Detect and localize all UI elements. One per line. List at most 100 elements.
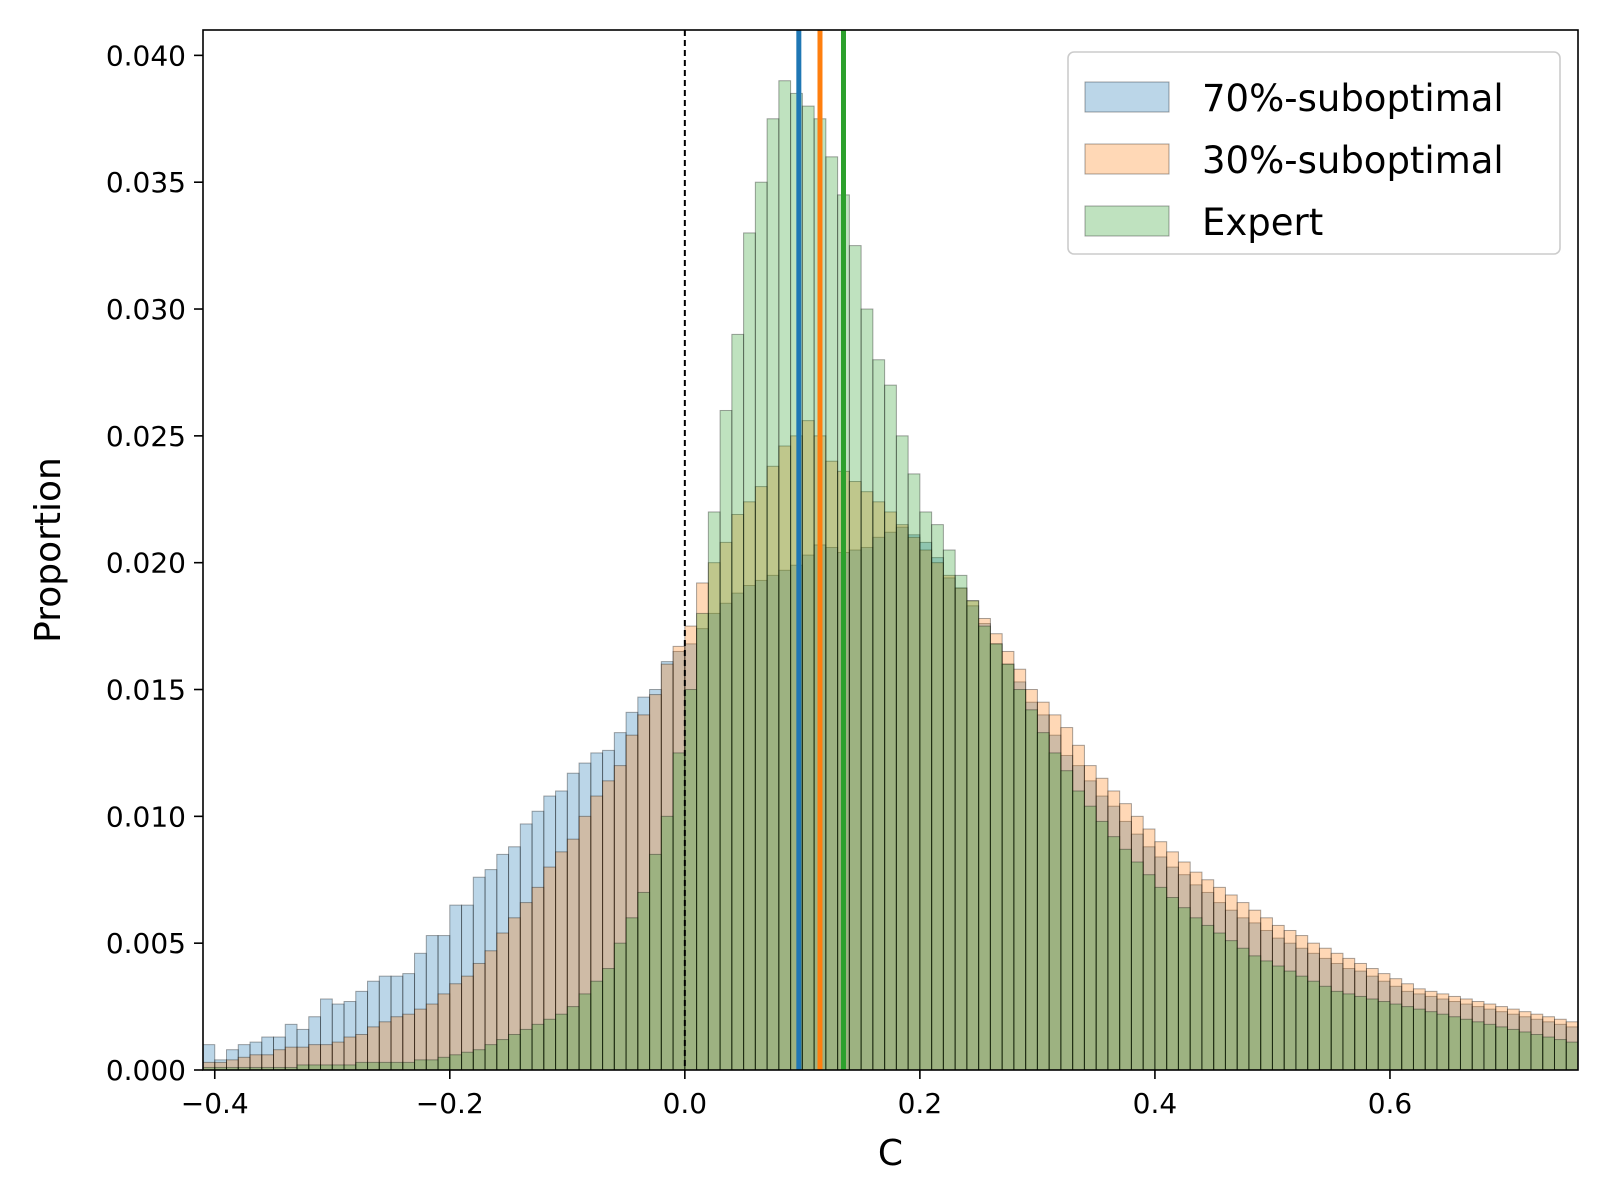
histogram-bar [649,853,662,1071]
histogram-bar [273,1049,286,1071]
histogram-bar [1048,752,1062,1071]
histogram-bar [1248,955,1262,1071]
histogram-bar [754,181,768,1071]
histogram-bar [1060,770,1074,1071]
histogram-bar [1354,995,1367,1071]
histogram-bar [390,1061,404,1071]
histogram-bar [848,245,862,1071]
histogram-bar [531,1023,545,1071]
histogram-bar [1025,709,1038,1071]
histogram-bar [1130,861,1144,1071]
histogram-bar [660,815,674,1071]
histogram-bar [484,1044,498,1071]
histogram-bar [743,232,756,1071]
histogram-bar [696,612,709,1071]
histogram-bar [778,80,792,1071]
histogram-bar [1271,965,1285,1071]
series-2-bars [202,420,1579,1071]
histogram-bar [472,1049,486,1071]
x-axis-label: C [878,1133,903,1174]
histogram-bar [414,1059,427,1071]
histogram-bar [895,435,909,1071]
y-tick-label: 0.005 [106,927,186,960]
histogram-bar [637,891,651,1071]
histogram-bar [989,643,1003,1071]
legend-swatch [1084,143,1170,175]
histogram-bar [1260,960,1273,1071]
histogram-bar [1224,940,1238,1071]
histogram-bar [1072,790,1085,1071]
histogram-bar [519,1028,533,1071]
mean-lines [796,30,846,1070]
y-tick-label: 0.040 [106,39,186,72]
histogram-bar [378,1061,392,1071]
histogram-bar [355,1061,369,1071]
histogram-bar [1459,1018,1473,1071]
histogram-bar [825,156,839,1071]
histogram-bar [731,333,745,1071]
histogram-bar [1471,1021,1485,1071]
histogram-bar [1154,886,1168,1071]
legend-swatch [1084,205,1170,237]
histogram-bar [1436,1013,1450,1071]
histogram-bar [1307,980,1320,1071]
histogram-bar [402,1061,416,1071]
histogram-bar [1236,947,1250,1071]
histogram-bar [719,409,733,1071]
x-tick-label: 0.6 [1368,1087,1413,1120]
histogram-bar [942,549,956,1071]
y-tick-label: 0.035 [106,166,186,199]
x-tick-label: 0.0 [663,1087,708,1120]
x-tick-label: −0.2 [416,1087,484,1120]
histogram-bar [555,1013,568,1071]
y-axis-label: Proportion [28,457,69,643]
histogram-bar [1283,970,1297,1071]
legend-swatch [1084,81,1170,113]
histogram-bar [1495,1026,1508,1071]
histogram-bar [1530,1033,1544,1071]
histogram-bar [1424,1011,1438,1071]
histogram-bar [707,511,721,1071]
histogram-bar [978,625,991,1071]
x-tick-label: 0.2 [898,1087,943,1120]
histogram-bar [1412,1008,1426,1071]
legend-entry-label: 70%-suboptimal [1202,77,1504,120]
histogram-bar [1013,689,1027,1071]
x-tick-label: −0.4 [181,1087,249,1120]
histogram-bar [437,1056,451,1071]
histogram-bar [1565,1041,1579,1071]
histogram-bar [1542,1036,1555,1071]
histogram-bar [1213,932,1226,1071]
histogram-bar [1177,907,1191,1071]
histogram-bar [801,105,815,1071]
histogram-bar [367,1061,380,1071]
histogram-bar [872,359,886,1071]
histogram-bar [578,993,592,1071]
histogram-bar [590,980,604,1071]
y-tick-label: 0.020 [106,547,186,580]
y-tick-label: 0.000 [106,1054,186,1087]
histogram-bar [1318,985,1332,1071]
histogram-bar [954,574,968,1071]
histogram-bar [1330,990,1344,1071]
histogram-bar [461,1051,474,1071]
histogram-bar [907,473,921,1071]
histogram-bar [284,1046,298,1071]
histogram-bar [496,1039,510,1071]
histogram-bar [1553,1039,1567,1071]
histogram-bar [1365,998,1379,1071]
histogram-bar [884,384,897,1071]
plot-frame [202,29,1579,1071]
histogram-bar [602,968,615,1071]
legend-entry-label: 30%-suboptimal [1202,139,1504,182]
histogram-bar [1506,1028,1520,1071]
histogram-bar [1295,975,1309,1071]
histogram-bar [1201,924,1215,1071]
histogram-bar [1107,836,1121,1071]
y-tick-label: 0.015 [106,674,186,707]
x-tick-label: 0.4 [1133,1087,1178,1120]
y-tick-label: 0.030 [106,293,186,326]
histogram-bar [919,511,933,1071]
histogram-bar [966,600,980,1071]
